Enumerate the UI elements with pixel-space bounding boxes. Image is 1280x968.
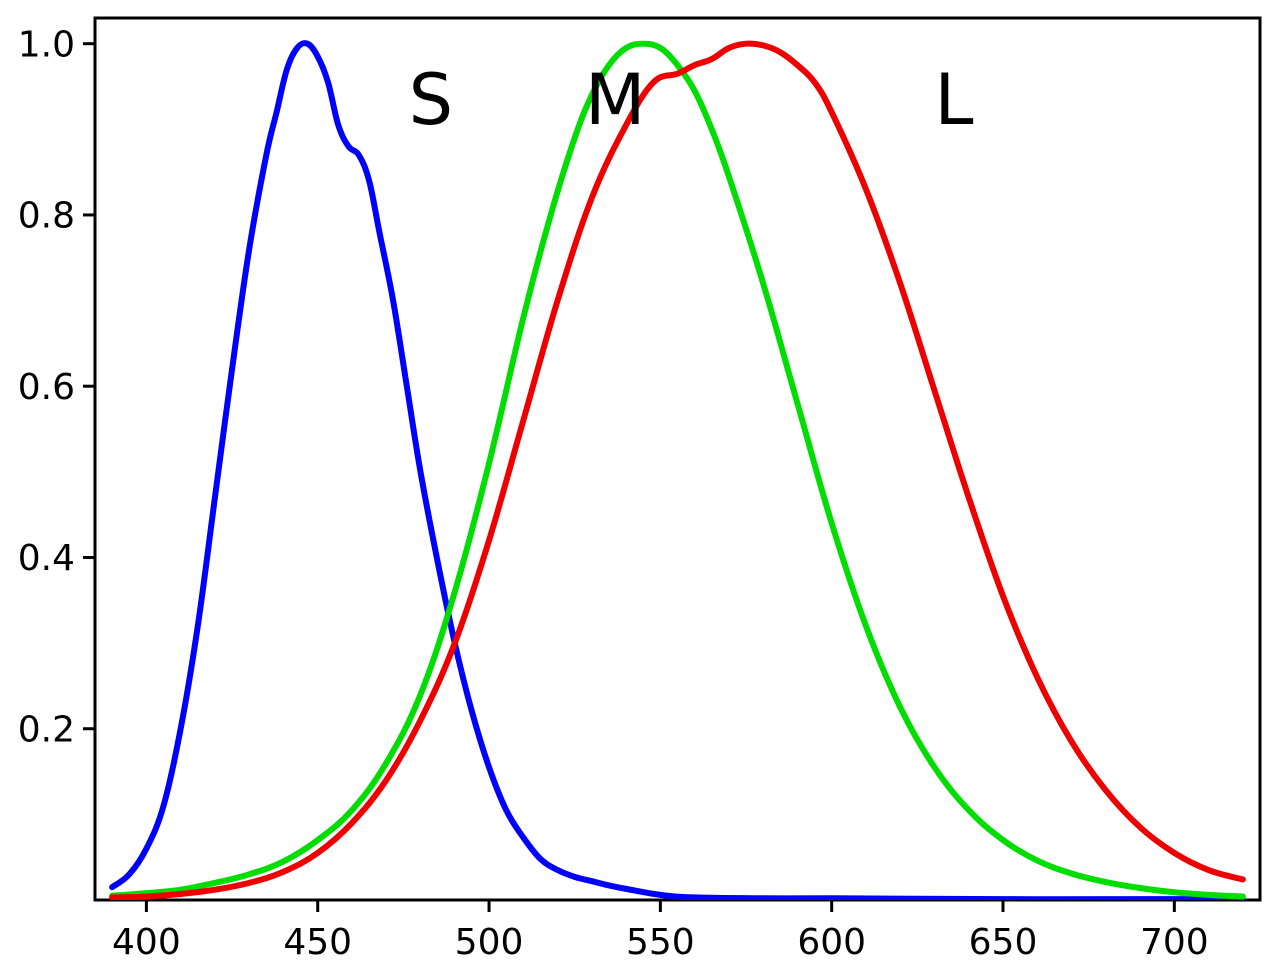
x-tick-label: 450	[283, 922, 352, 963]
x-tick-label: 700	[1140, 922, 1209, 963]
y-tick-label: 0.2	[18, 709, 75, 750]
cone-spectra-chart: 400 450 500 550 600 650 700 0.2 0.4 0.6 0.8 1.0 S M L	[0, 0, 1280, 968]
x-tick-label: 650	[969, 922, 1038, 963]
x-tick-label: 500	[455, 922, 524, 963]
x-tick-label: 550	[626, 922, 695, 963]
x-tick-label: 400	[112, 922, 181, 963]
y-tick-label: 0.4	[18, 538, 75, 579]
label-s: S	[409, 59, 453, 141]
y-tick-label: 0.8	[18, 196, 75, 237]
y-tick-label: 1.0	[18, 24, 75, 65]
plot-background	[0, 0, 1280, 968]
chart-container: 400 450 500 550 600 650 700 0.2 0.4 0.6 0.8 1.0 S M L	[0, 0, 1280, 968]
x-tick-label: 600	[797, 922, 866, 963]
label-m: M	[585, 59, 645, 141]
label-l: L	[934, 59, 973, 141]
y-tick-label: 0.6	[18, 367, 75, 408]
